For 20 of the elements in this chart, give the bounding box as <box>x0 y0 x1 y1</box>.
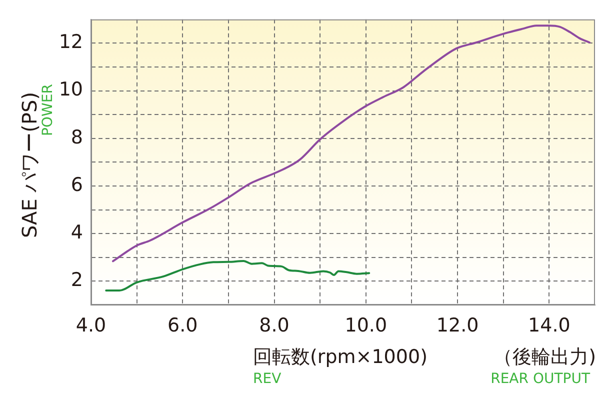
x-tick-label: 4.0 <box>76 314 106 336</box>
y-tick-label: 10 <box>58 78 83 101</box>
y-tick-label: 2 <box>70 269 83 292</box>
y-tick-label: 4 <box>70 222 83 244</box>
x-tick-label: 14.0 <box>528 314 570 336</box>
x-axis-title: 回転数(rpm×1000) <box>253 345 428 370</box>
x-tick-label: 6.0 <box>168 314 198 336</box>
y-tick-label: 8 <box>70 126 83 148</box>
y-tick-label: 12 <box>58 31 83 54</box>
x-tick-label: 10.0 <box>344 314 388 336</box>
text: （後輪出力) <box>494 345 596 370</box>
text: REAR OUTPUT <box>490 371 590 387</box>
y-axis-title: SAE パワー(PS) <box>16 92 42 238</box>
line-series <box>112 24 590 262</box>
line-series <box>105 260 370 292</box>
x-tick-label: 12.0 <box>436 314 479 336</box>
y-tick-label: 6 <box>70 174 83 196</box>
text: REV <box>253 371 282 387</box>
text: POWER <box>40 84 56 136</box>
x-tick-label: 8.0 <box>259 314 290 336</box>
